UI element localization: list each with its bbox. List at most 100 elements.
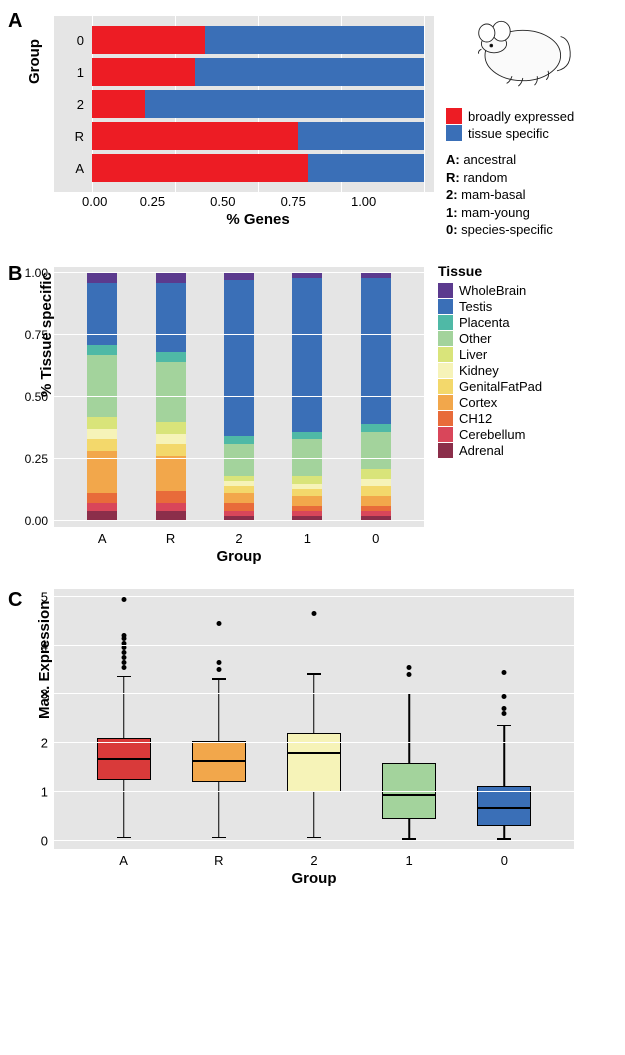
legend-swatch xyxy=(438,379,453,394)
panel-b-bar xyxy=(224,273,254,521)
y-tick: 0.00 xyxy=(25,514,48,528)
bar-segment xyxy=(156,491,186,503)
bar-segment-tissue xyxy=(308,154,424,182)
boxplot xyxy=(283,597,345,841)
legend-label: CH12 xyxy=(459,411,492,426)
panel-b-x-axis: AR210 xyxy=(54,531,424,546)
x-tick: 1 xyxy=(292,531,322,546)
panel-b-legend-title: Tissue xyxy=(438,263,598,279)
legend-swatch xyxy=(438,443,453,458)
x-tick: 1.00 xyxy=(328,194,398,209)
legend-label: broadly expressed xyxy=(468,109,574,124)
legend-item: Other xyxy=(438,331,598,346)
panel-b-xlabel: Group xyxy=(54,548,424,565)
legend-label: Kidney xyxy=(459,363,499,378)
outlier-point xyxy=(216,660,221,665)
bar-segment-tissue xyxy=(145,90,424,118)
y-tick: 1 xyxy=(41,784,48,799)
bar-segment xyxy=(156,273,186,283)
panel-b-bar xyxy=(156,273,186,521)
outlier-point xyxy=(121,665,126,670)
outlier-point xyxy=(121,633,126,638)
bar-segment-tissue xyxy=(298,122,424,150)
bar-segment xyxy=(156,362,186,422)
panel-a-bar-row: 2 xyxy=(64,90,424,118)
boxplot xyxy=(378,597,440,841)
legend-item: tissue specific xyxy=(446,125,616,141)
legend-label: Cortex xyxy=(459,395,497,410)
x-tick: 0.75 xyxy=(258,194,328,209)
x-tick: A xyxy=(93,853,155,868)
bar-segment-tissue xyxy=(205,26,424,54)
legend-swatch xyxy=(438,315,453,330)
panel-b-bar xyxy=(292,273,322,521)
x-tick: 0 xyxy=(473,853,535,868)
bar-segment xyxy=(156,434,186,444)
bar-segment xyxy=(292,496,322,506)
legend-item: Placenta xyxy=(438,315,598,330)
x-tick: 0 xyxy=(361,531,391,546)
mouse-icon xyxy=(466,6,576,96)
bar-segment xyxy=(87,345,117,355)
panel-a-label: A xyxy=(8,10,22,33)
outlier-point xyxy=(311,611,316,616)
bar-segment xyxy=(87,417,117,429)
y-tick: 0.75 xyxy=(25,328,48,342)
x-tick: 2 xyxy=(283,853,345,868)
y-tick: 5 xyxy=(41,589,48,604)
legend-label: Adrenal xyxy=(459,443,504,458)
outlier-point xyxy=(407,672,412,677)
panel-b-bar xyxy=(361,273,391,521)
bar-segment xyxy=(224,503,254,510)
y-tick: 0.50 xyxy=(25,390,48,404)
bar-segment xyxy=(87,429,117,439)
bar-segment xyxy=(156,422,186,434)
bar-segment xyxy=(224,273,254,280)
x-tick: 2 xyxy=(224,531,254,546)
bar-segment xyxy=(224,280,254,436)
legend-swatch xyxy=(438,427,453,442)
outlier-point xyxy=(502,694,507,699)
x-tick: R xyxy=(188,853,250,868)
outlier-point xyxy=(121,655,126,660)
bar-segment xyxy=(156,352,186,362)
bar-segment-broad xyxy=(92,58,195,86)
bar-segment xyxy=(87,493,117,503)
panel-a-bar-row: R xyxy=(64,122,424,150)
outlier-point xyxy=(121,597,126,602)
legend-item: Adrenal xyxy=(438,443,598,458)
y-tick: 0 xyxy=(41,833,48,848)
legend-label: Testis xyxy=(459,299,492,314)
panel-a: A Group 012RA 0.000.250.500.751.00 % Gen… xyxy=(8,10,617,239)
panel-a-x-axis: 0.000.250.500.751.00 xyxy=(82,194,434,209)
bar-segment xyxy=(87,273,117,283)
outlier-point xyxy=(502,711,507,716)
legend-swatch xyxy=(438,299,453,314)
y-tick: 4 xyxy=(41,638,48,653)
bar-segment-broad xyxy=(92,26,205,54)
legend-label: tissue specific xyxy=(468,126,549,141)
panel-c: C Max. Expression 012345 AR210 Group xyxy=(8,589,617,887)
legend-item: Kidney xyxy=(438,363,598,378)
y-tick: 3 xyxy=(41,687,48,702)
panel-b-y-axis: 0.000.250.500.751.00 xyxy=(12,273,52,521)
group-key-item: A: ancestral xyxy=(446,151,616,169)
group-key: A: ancestralR: random2: mam-basal1: mam-… xyxy=(446,151,616,239)
bar-segment-tissue xyxy=(195,58,424,86)
outlier-point xyxy=(121,645,126,650)
panel-b-chart: % Tissue specific 0.000.250.500.751.00 A… xyxy=(54,267,424,565)
panel-a-bar-row: 1 xyxy=(64,58,424,86)
bar-segment xyxy=(361,486,391,496)
bar-segment xyxy=(224,444,254,476)
panel-a-bar-row: A xyxy=(64,154,424,182)
bar-segment xyxy=(224,493,254,503)
bar-segment xyxy=(292,476,322,483)
x-tick: 1 xyxy=(378,853,440,868)
panel-c-chart: Max. Expression 012345 AR210 Group xyxy=(54,589,574,887)
x-tick: A xyxy=(87,531,117,546)
outlier-point xyxy=(407,665,412,670)
bar-segment xyxy=(292,278,322,432)
legend-item: Liver xyxy=(438,347,598,362)
panel-a-category-label: 0 xyxy=(64,33,92,48)
bar-segment xyxy=(361,496,391,506)
